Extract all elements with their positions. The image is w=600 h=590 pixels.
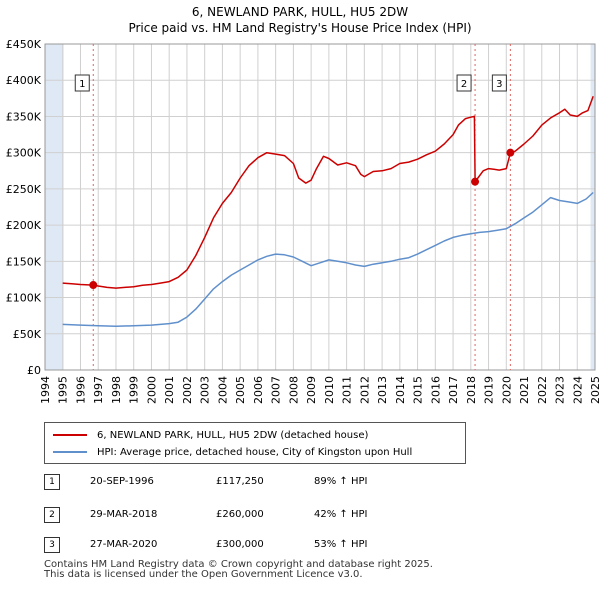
y-tick-label: £50K [13, 328, 42, 341]
x-tick-label: 2011 [341, 376, 354, 404]
y-tick-label: £150K [6, 255, 42, 268]
x-tick-label: 2023 [554, 376, 567, 404]
x-tick-label: 1999 [128, 376, 141, 404]
y-tick-label: £450K [6, 38, 42, 51]
sale-price: £300,000 [216, 539, 264, 550]
legend-item-hpi: HPI: Average price, detached house, City… [53, 445, 412, 459]
chart-title: 6, NEWLAND PARK, HULL, HU5 2DW Price pai… [0, 4, 600, 36]
sale-date: 20-SEP-1996 [90, 476, 154, 487]
x-tick-label: 2002 [181, 376, 194, 404]
sale-point [471, 177, 480, 186]
sale-hpi-change: 53% ↑ HPI [314, 539, 368, 550]
x-tick-label: 1995 [57, 376, 70, 404]
sale-label: 2 [461, 79, 467, 90]
x-tick-label: 2025 [589, 376, 600, 404]
x-tick-label: 2007 [270, 376, 283, 404]
x-tick-label: 1994 [39, 376, 52, 404]
x-tick-label: 1998 [110, 376, 123, 404]
sale-price: £260,000 [216, 509, 264, 520]
price-chart: 1994 1995 1996 1997 1998 1999 2000 2001 2002 2003… [6, 38, 600, 404]
shaded-region [590, 44, 595, 370]
x-tick-label: 2020 [500, 376, 513, 404]
x-tick-label: 2013 [376, 376, 389, 404]
footer-licence: This data is licensed under the Open Gov… [44, 569, 363, 580]
sale-label-box [74, 74, 90, 92]
x-tick-label: 2022 [536, 376, 549, 404]
legend-item-property: 6, NEWLAND PARK, HULL, HU5 2DW (detached… [53, 428, 368, 442]
x-tick-label: 2021 [518, 376, 531, 404]
x-tick-label: 2018 [465, 376, 478, 404]
x-tick-label: 2009 [305, 376, 318, 404]
x-tick-label: 2015 [412, 376, 425, 404]
x-tick-label: 2006 [252, 376, 265, 404]
x-tick-label: 2004 [216, 376, 229, 404]
x-tick-label: 2000 [145, 376, 158, 404]
sale-hpi-change: 89% ↑ HPI [314, 476, 368, 487]
chart-title-line1: 6, NEWLAND PARK, HULL, HU5 2DW [191, 5, 409, 19]
x-tick-label: 1997 [92, 376, 105, 404]
sale-marker-label: 2 [44, 507, 60, 523]
sale-marker-label: 3 [44, 537, 60, 553]
x-tick-label: 2003 [199, 376, 212, 404]
sales-row: 2 29-MAR-2018 £260,000 42% ↑ HPI [44, 507, 464, 525]
plot-frame [44, 43, 596, 371]
footer-copyright: Contains HM Land Registry data © Crown c… [44, 559, 433, 570]
x-tick-label: 2017 [447, 376, 460, 404]
sale-point [89, 281, 98, 290]
y-tick-label: £200K [6, 219, 42, 232]
footer: Contains HM Land Registry data © Crown c… [44, 560, 433, 580]
x-tick-label: 2016 [429, 376, 442, 404]
x-tick-label: 2010 [323, 376, 336, 404]
sales-row: 1 20-SEP-1996 £117,250 89% ↑ HPI [44, 474, 464, 492]
y-tick-label: £0 [27, 364, 41, 377]
sale-label-box [491, 74, 507, 92]
x-tick-label: 2012 [358, 376, 371, 404]
sale-price: £117,250 [216, 476, 264, 487]
legend-label-hpi: HPI: Average price, detached house, City… [97, 446, 413, 458]
shaded-region [45, 44, 64, 370]
x-tick-label: 2005 [234, 376, 247, 404]
y-tick-label: £350K [6, 110, 42, 123]
y-tick-label: £100K [6, 292, 42, 305]
x-tick-label: 2024 [571, 376, 584, 404]
y-tick-label: £250K [6, 183, 42, 196]
x-tick-label: 2008 [287, 376, 300, 404]
y-tick-label: £400K [6, 74, 42, 87]
chart-legend: 6, NEWLAND PARK, HULL, HU5 2DW (detached… [44, 422, 466, 464]
legend-line-hpi [53, 451, 87, 453]
x-tick-label: 1996 [74, 376, 87, 404]
x-tick-label: 2019 [483, 376, 496, 404]
sale-label: 1 [79, 79, 85, 90]
x-tick-label: 2014 [394, 376, 407, 404]
sale-hpi-change: 42% ↑ HPI [314, 509, 368, 520]
legend-label-property: 6, NEWLAND PARK, HULL, HU5 2DW (detached… [97, 429, 369, 441]
hpi-line [62, 191, 594, 327]
sales-row: 3 27-MAR-2020 £300,000 53% ↑ HPI [44, 537, 464, 555]
legend-line-property [53, 434, 87, 436]
sale-point [506, 148, 515, 157]
sale-label-box [456, 74, 472, 92]
sale-label: 3 [496, 79, 502, 90]
plot-background [45, 44, 595, 370]
x-tick-label: 2001 [163, 376, 176, 404]
sale-date: 29-MAR-2018 [90, 509, 158, 520]
chart-title-line2: Price paid vs. HM Land Registry's House … [128, 21, 472, 35]
sale-marker-label: 1 [44, 474, 60, 490]
y-tick-label: £300K [6, 147, 42, 160]
sale-date: 27-MAR-2020 [90, 539, 158, 550]
